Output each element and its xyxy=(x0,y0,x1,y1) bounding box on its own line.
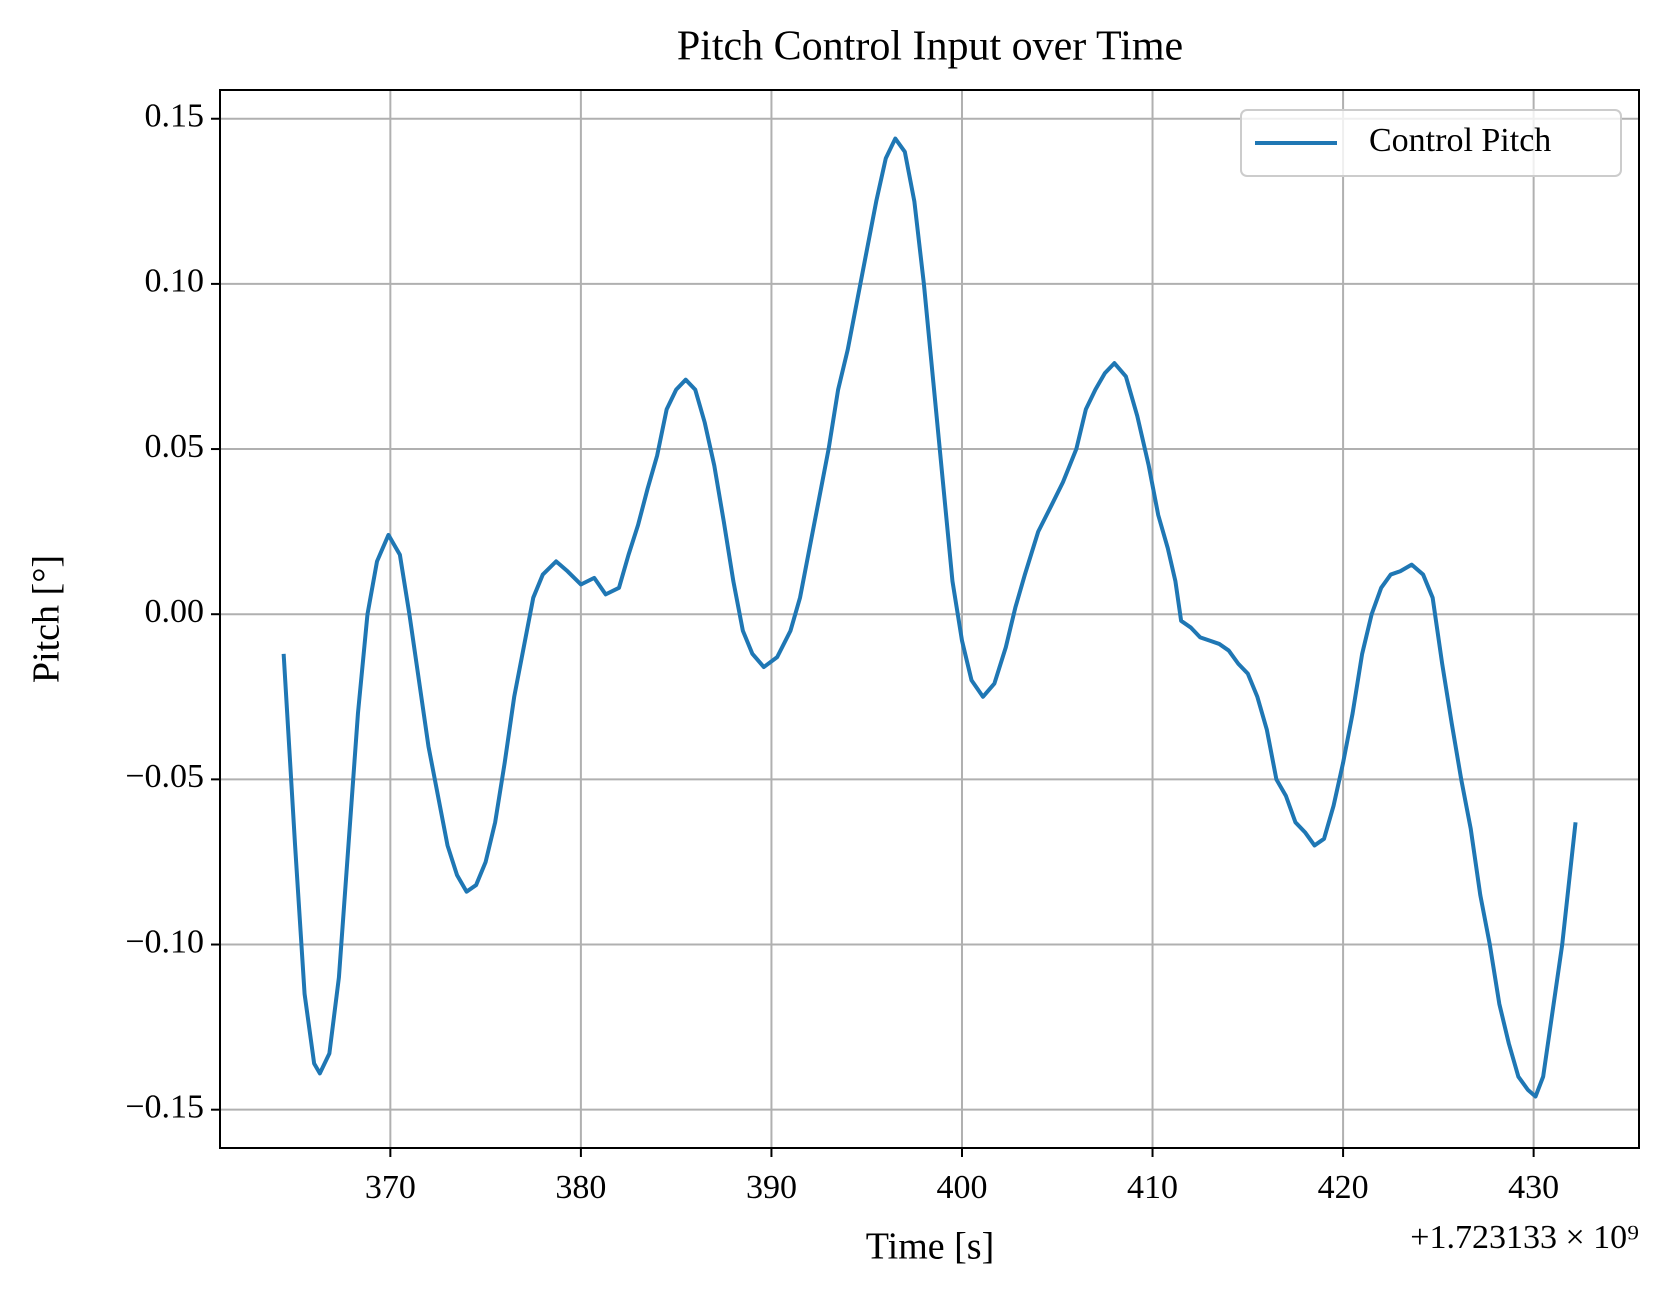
y-axis-label: Pitch [°] xyxy=(26,555,68,683)
y-tick-label: −0.10 xyxy=(125,923,204,960)
legend-label: Control Pitch xyxy=(1369,122,1551,159)
x-tick-label: 380 xyxy=(555,1169,606,1206)
chart-title: Pitch Control Input over Time xyxy=(677,24,1183,70)
x-tick-label: 430 xyxy=(1508,1169,1559,1206)
plot-area xyxy=(281,136,1578,1099)
axes-frame xyxy=(219,89,1640,1149)
y-tick-label: −0.15 xyxy=(125,1088,204,1125)
x-tick-label: 400 xyxy=(936,1169,987,1206)
y-tick-label: 0.05 xyxy=(145,428,205,465)
x-tick-label: 390 xyxy=(746,1169,797,1206)
y-tick-label: 0.00 xyxy=(145,593,205,630)
legend: Control Pitch xyxy=(1240,109,1622,177)
x-tick-label: 410 xyxy=(1127,1169,1178,1206)
x-offset-text: +1.723133 × 10⁹ xyxy=(1410,1219,1639,1256)
y-tick-label: 0.15 xyxy=(145,98,205,135)
x-tick-label: 420 xyxy=(1318,1169,1369,1206)
ticks: 370 380 390 400 410 420 430 −0.15 −0.10 −0.05 0.00… xyxy=(125,98,1559,1206)
y-tick-label: 0.10 xyxy=(145,263,205,300)
data-line xyxy=(281,136,1578,1099)
legend-box xyxy=(1240,109,1622,177)
x-axis-label: Time [s] xyxy=(866,1226,994,1268)
y-tick-label: −0.05 xyxy=(125,758,204,795)
x-tick-label: 370 xyxy=(365,1169,416,1206)
